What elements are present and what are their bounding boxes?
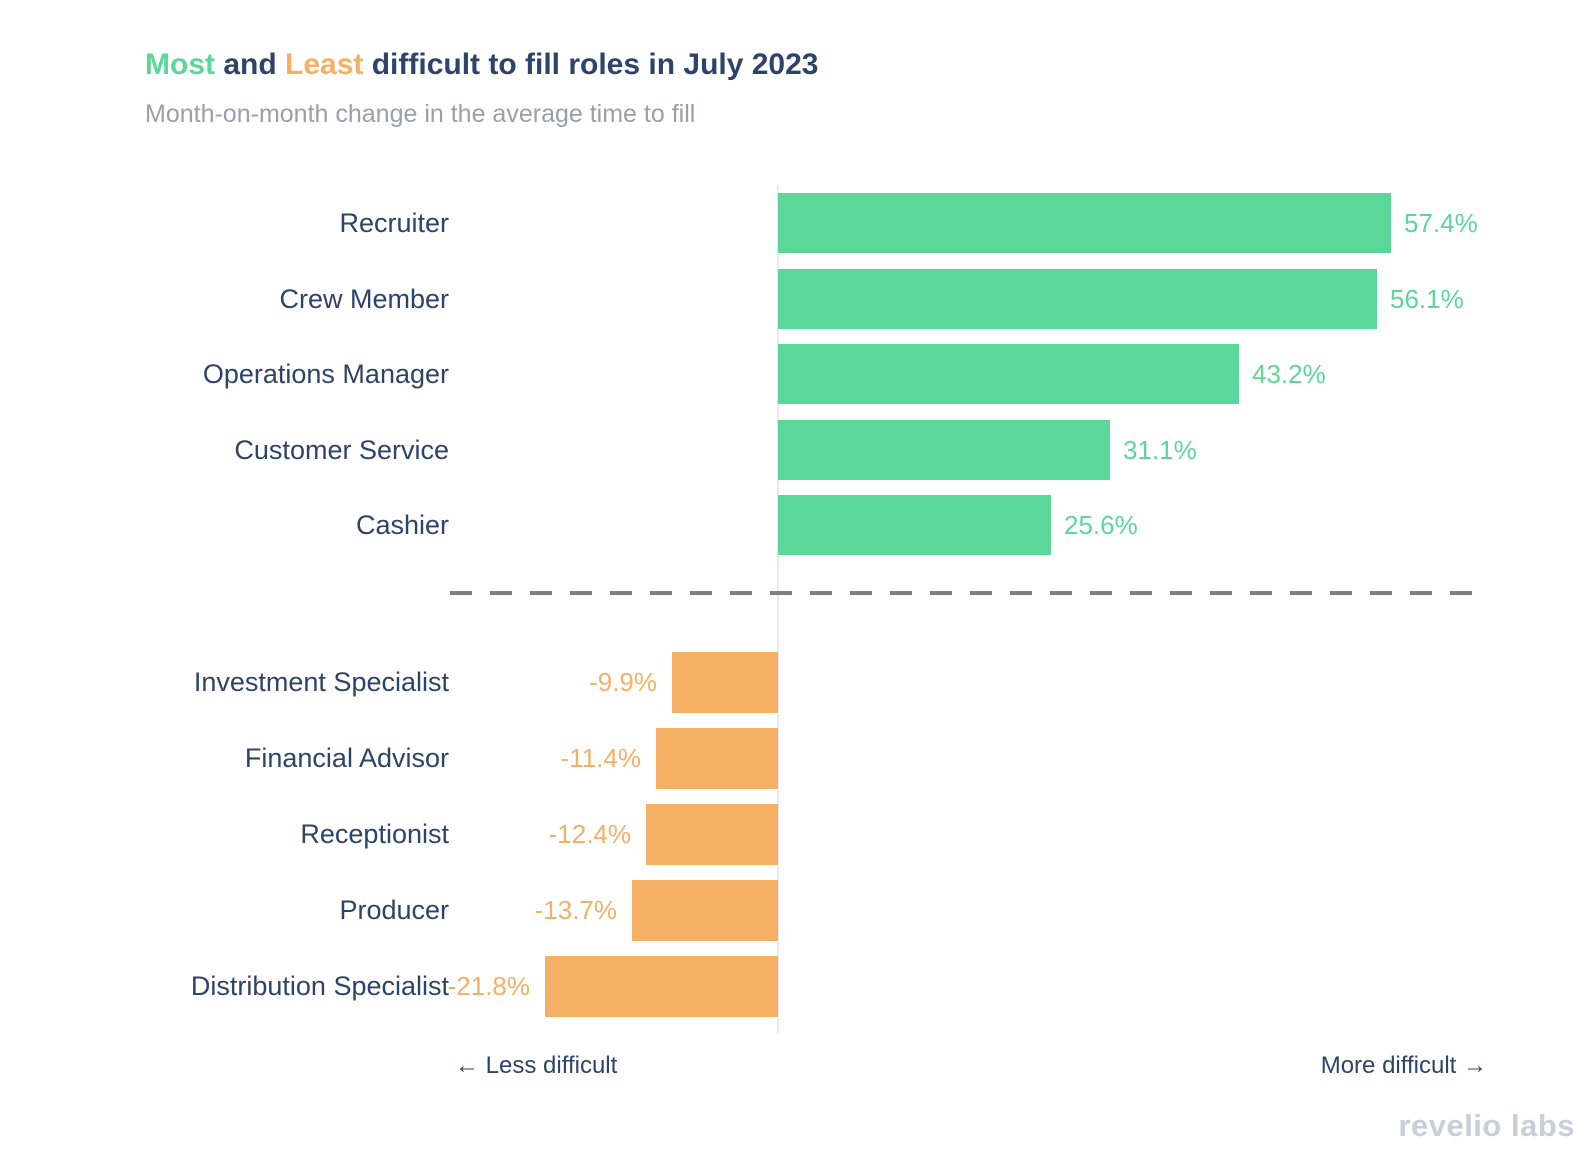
title-and: and (215, 48, 286, 81)
category-label-crew-member: Crew Member (279, 284, 449, 314)
bar-investment-specialist (672, 652, 778, 713)
zero-axis-line (777, 185, 779, 1033)
bar-financial-advisor (656, 728, 778, 789)
bar-cashier (778, 495, 1051, 555)
title-most: Most (145, 48, 215, 81)
category-label-cashier: Cashier (355, 510, 449, 540)
title-rest: difficult to fill roles in July 2023 (363, 48, 819, 81)
value-label-receptionist: -12.4% (548, 819, 631, 849)
category-label-financial-advisor: Financial Advisor (244, 743, 449, 773)
category-label-receptionist: Receptionist (300, 819, 449, 849)
value-label-crew-member: 56.1% (1390, 284, 1464, 314)
bar-recruiter (778, 193, 1391, 253)
value-label-recruiter: 57.4% (1404, 208, 1478, 238)
title-least: Least (285, 48, 364, 81)
axis-label-less-difficult: ← Less difficult (455, 1052, 618, 1079)
category-label-distribution-specialist: Distribution Specialist (190, 971, 449, 1001)
value-label-distribution-specialist: -21.8% (447, 971, 530, 1001)
value-label-cashier: 25.6% (1064, 510, 1138, 540)
bar-producer (632, 880, 778, 941)
category-label-investment-specialist: Investment Specialist (193, 667, 449, 697)
value-label-financial-advisor: -11.4% (560, 743, 641, 773)
dashed-divider-line (450, 591, 1478, 595)
bar-customer-service (778, 420, 1110, 480)
bar-operations-manager (778, 344, 1239, 404)
revelio-labs-logo: revelio labs (1398, 1108, 1575, 1143)
category-label-customer-service: Customer Service (234, 435, 449, 465)
axis-label-more-difficult: More difficult → (1320, 1052, 1487, 1079)
value-label-investment-specialist: -9.9% (589, 667, 657, 697)
category-label-recruiter: Recruiter (339, 208, 449, 238)
value-label-operations-manager: 43.2% (1252, 359, 1326, 389)
chart-title: Most and Least difficult to fill roles i… (145, 48, 819, 82)
chart-subtitle: Month-on-month change in the average tim… (145, 100, 696, 128)
category-label-producer: Producer (339, 895, 449, 925)
category-label-operations-manager: Operations Manager (202, 359, 449, 389)
value-label-customer-service: 31.1% (1123, 435, 1197, 465)
bar-distribution-specialist (545, 956, 778, 1017)
bar-receptionist (646, 804, 778, 865)
bar-crew-member (778, 269, 1377, 329)
value-label-producer: -13.7% (534, 895, 617, 925)
